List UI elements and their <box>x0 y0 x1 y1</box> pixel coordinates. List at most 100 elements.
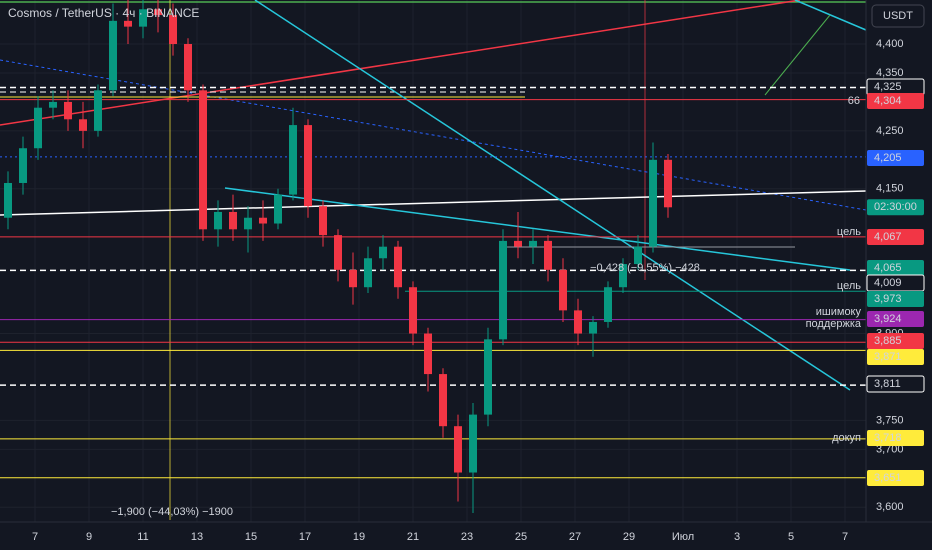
x-tick-label: Июл <box>672 531 694 543</box>
x-tick-label: 23 <box>461 531 473 543</box>
price-tag-label: 4,067 <box>874 231 902 243</box>
y-tick-label: 3,700 <box>876 443 904 455</box>
price-tag <box>867 470 924 486</box>
level-note: цель <box>837 280 861 292</box>
candle-body <box>79 119 87 131</box>
y-tick-label: 4,250 <box>876 125 904 137</box>
x-tick-label: 19 <box>353 531 365 543</box>
price-tag <box>867 349 924 365</box>
currency-button[interactable] <box>871 4 925 28</box>
y-tick-label: 4,400 <box>876 38 904 50</box>
price-tag <box>866 375 925 393</box>
trend-line <box>224 187 851 271</box>
x-tick-label: 7 <box>842 531 848 543</box>
price-tag-label: 3,871 <box>874 351 902 363</box>
countdown-tag <box>867 199 924 216</box>
candle-body <box>409 287 417 334</box>
currency[interactable]: USDT <box>883 10 913 22</box>
y-tick-label: 3,750 <box>876 414 904 426</box>
candle-body <box>19 148 27 183</box>
candle-body <box>424 333 432 375</box>
price-tag-label: 4,065 <box>874 262 902 274</box>
candle-body <box>49 101 57 108</box>
x-tick-label: 11 <box>137 531 148 543</box>
x-tick-label: 27 <box>569 531 581 543</box>
x-tick-label: 15 <box>245 531 257 543</box>
candle-body <box>604 287 612 322</box>
trend-line <box>0 190 867 216</box>
candle-body <box>94 90 102 131</box>
candle-body <box>244 217 252 230</box>
y-tick-label: 3,600 <box>876 501 904 513</box>
candle-body <box>349 269 357 288</box>
candles <box>4 0 672 514</box>
level-note: ишимоку <box>816 306 862 318</box>
candle-body <box>484 339 492 415</box>
candle-body <box>319 206 327 236</box>
candle-body <box>169 15 177 45</box>
trend-line <box>764 14 831 96</box>
candle-body <box>184 44 192 91</box>
candle-body <box>589 321 597 334</box>
candle-body <box>664 159 672 208</box>
candle-body <box>469 414 477 473</box>
price-tag <box>867 291 924 307</box>
candle-body <box>364 258 372 288</box>
y-tick-label: 4,350 <box>876 67 904 79</box>
axis: 3,6003,7003,7503,9004,1504,2504,3504,400… <box>32 38 925 543</box>
candle-body <box>574 310 582 334</box>
x-tick-label: 17 <box>299 531 311 543</box>
x-tick-label: 7 <box>32 531 38 543</box>
x-tick-label: 21 <box>407 531 419 543</box>
price-tag <box>867 430 924 446</box>
price-tag-label: 3,973 <box>874 293 902 305</box>
price-tag-label: 3,924 <box>874 313 902 325</box>
price-tag-label: 3,811 <box>874 378 901 390</box>
candle-body <box>274 194 282 224</box>
candle-body <box>64 101 72 120</box>
candle-body <box>454 426 462 473</box>
price-tag <box>867 311 924 327</box>
candle-body <box>229 211 237 230</box>
candle-body <box>499 240 507 340</box>
trend-line <box>0 59 867 211</box>
candle-body <box>214 211 222 230</box>
candle-body <box>634 246 642 265</box>
trend-line <box>794 0 867 31</box>
candle-body <box>529 240 537 247</box>
candle-body <box>649 159 657 247</box>
price-tag <box>867 150 924 166</box>
x-tick-label: 5 <box>788 531 794 543</box>
price-tag <box>867 93 924 109</box>
price-tag-label: 3,718 <box>874 432 902 444</box>
countdown: 02:30:00 <box>874 201 917 213</box>
price-tag-label: 4,304 <box>874 95 902 107</box>
price-tag <box>867 229 924 245</box>
price-tag-label: 4,205 <box>874 152 902 164</box>
candle-body <box>289 125 297 195</box>
x-tick-label: 29 <box>623 531 635 543</box>
price-tag-label: 4,009 <box>874 277 902 289</box>
candle-body <box>394 246 402 288</box>
price-tag-label: 4,325 <box>874 81 902 93</box>
trend-line <box>0 0 801 126</box>
candle-body <box>34 107 42 149</box>
x-tick-label: 13 <box>191 531 203 543</box>
level-note: поддержка <box>806 318 862 330</box>
candle-body <box>139 9 147 27</box>
candle-body <box>304 125 312 207</box>
candle-body <box>259 217 267 224</box>
y-tick-label: 4,150 <box>876 183 904 195</box>
trend-line <box>254 0 851 391</box>
x-tick-label: 3 <box>734 531 740 543</box>
price-tag <box>867 260 924 276</box>
candle-body <box>334 235 342 270</box>
measure-label: −1,900 (−44,03%) −1900 <box>111 506 233 518</box>
x-tick-label: 9 <box>86 531 92 543</box>
candle-body <box>109 20 117 91</box>
price-tag-label: 3,651 <box>874 472 902 484</box>
candle-body <box>514 240 522 247</box>
drawings <box>0 0 867 520</box>
